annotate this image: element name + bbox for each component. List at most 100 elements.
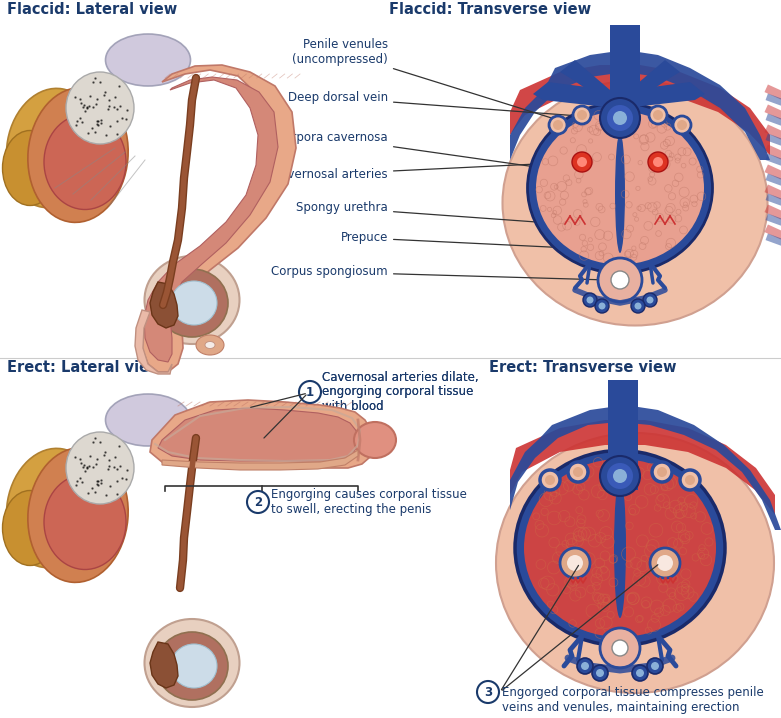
Ellipse shape <box>44 114 126 210</box>
Circle shape <box>647 297 654 304</box>
Circle shape <box>545 475 555 485</box>
Circle shape <box>572 152 592 172</box>
Ellipse shape <box>66 72 134 144</box>
Text: Cavernosal arteries dilate,
engorging corporal tissue
with blood: Cavernosal arteries dilate, engorging co… <box>322 370 479 414</box>
Text: Cavernosal arteries: Cavernosal arteries <box>273 162 576 180</box>
Polygon shape <box>135 310 172 374</box>
Circle shape <box>540 470 560 490</box>
Ellipse shape <box>171 644 217 688</box>
Circle shape <box>651 662 659 670</box>
Ellipse shape <box>354 422 396 458</box>
Circle shape <box>653 157 663 167</box>
Circle shape <box>632 665 648 681</box>
Polygon shape <box>158 408 358 461</box>
Text: Engorging causes corporal tissue
to swell, erecting the penis: Engorging causes corporal tissue to swel… <box>271 488 467 516</box>
Text: Cavernosal arteries dilate,
engorging corporal tissue
with blood: Cavernosal arteries dilate, engorging co… <box>322 370 479 414</box>
Circle shape <box>653 110 663 120</box>
Text: 3: 3 <box>484 686 492 699</box>
Circle shape <box>613 111 627 125</box>
Polygon shape <box>150 282 178 328</box>
Polygon shape <box>510 405 781 530</box>
Ellipse shape <box>44 475 126 569</box>
Ellipse shape <box>2 131 58 205</box>
Ellipse shape <box>614 478 626 618</box>
Circle shape <box>573 106 591 124</box>
Ellipse shape <box>156 269 228 337</box>
Circle shape <box>680 470 700 490</box>
Circle shape <box>553 120 563 130</box>
Circle shape <box>577 157 587 167</box>
Ellipse shape <box>6 88 98 208</box>
Circle shape <box>607 105 633 131</box>
Circle shape <box>587 297 594 304</box>
Circle shape <box>612 640 628 656</box>
Text: Engorged corporal tissue compresses penile
veins and venules, maintaining erecti: Engorged corporal tissue compresses peni… <box>502 686 764 714</box>
Circle shape <box>607 463 633 489</box>
Circle shape <box>657 555 673 571</box>
Circle shape <box>592 665 608 681</box>
Text: 2: 2 <box>254 495 262 508</box>
Circle shape <box>643 293 657 307</box>
Circle shape <box>596 669 604 677</box>
Circle shape <box>600 98 640 138</box>
Ellipse shape <box>144 619 240 707</box>
Polygon shape <box>533 82 617 108</box>
Ellipse shape <box>615 133 625 253</box>
Circle shape <box>647 658 663 674</box>
Circle shape <box>598 258 642 302</box>
Circle shape <box>650 548 680 578</box>
Polygon shape <box>510 420 775 515</box>
Ellipse shape <box>524 459 716 637</box>
Circle shape <box>673 116 691 134</box>
Circle shape <box>649 106 667 124</box>
Polygon shape <box>150 400 374 468</box>
Circle shape <box>648 152 668 172</box>
Circle shape <box>581 662 589 670</box>
Circle shape <box>613 469 627 483</box>
Circle shape <box>657 467 667 477</box>
Bar <box>608 380 638 490</box>
Circle shape <box>631 299 645 313</box>
Text: Spongy urethra: Spongy urethra <box>296 202 589 225</box>
Ellipse shape <box>527 103 712 273</box>
Text: Flaccid: Lateral view: Flaccid: Lateral view <box>7 2 177 17</box>
Text: Prepuce: Prepuce <box>341 231 567 248</box>
Circle shape <box>600 628 640 668</box>
Circle shape <box>577 658 593 674</box>
Circle shape <box>247 491 269 513</box>
Text: Penile venules
(uncompressed): Penile venules (uncompressed) <box>292 38 555 119</box>
Text: Corpus spongiosum: Corpus spongiosum <box>271 266 605 280</box>
Polygon shape <box>510 50 770 160</box>
Circle shape <box>583 293 597 307</box>
Circle shape <box>636 669 644 677</box>
Text: Corpora cavernosa: Corpora cavernosa <box>276 131 576 172</box>
Ellipse shape <box>171 281 217 325</box>
Ellipse shape <box>105 34 191 86</box>
Text: 1: 1 <box>306 386 314 398</box>
Ellipse shape <box>144 256 240 344</box>
Ellipse shape <box>205 342 215 348</box>
Circle shape <box>568 462 588 482</box>
Circle shape <box>600 456 640 496</box>
Text: Deep dorsal vein: Deep dorsal vein <box>288 91 603 118</box>
Polygon shape <box>623 82 705 108</box>
Circle shape <box>577 110 587 120</box>
Circle shape <box>677 120 687 130</box>
Ellipse shape <box>105 394 191 446</box>
Ellipse shape <box>515 450 725 645</box>
Polygon shape <box>623 60 680 108</box>
Circle shape <box>573 467 583 477</box>
Circle shape <box>560 548 590 578</box>
Circle shape <box>595 299 609 313</box>
Ellipse shape <box>156 632 228 700</box>
Ellipse shape <box>66 432 134 504</box>
Ellipse shape <box>502 80 768 325</box>
Polygon shape <box>150 642 178 688</box>
Circle shape <box>685 475 695 485</box>
Circle shape <box>634 302 641 309</box>
Ellipse shape <box>28 447 128 582</box>
Ellipse shape <box>6 449 98 568</box>
Ellipse shape <box>536 111 704 264</box>
Circle shape <box>299 381 321 403</box>
Polygon shape <box>162 450 358 470</box>
